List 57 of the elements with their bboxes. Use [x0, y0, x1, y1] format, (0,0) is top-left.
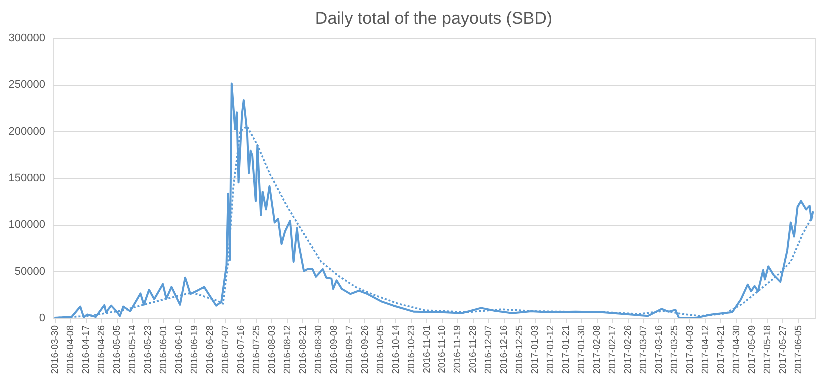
x-tick-label: 2016-08-12 [282, 326, 294, 374]
x-tick-label: 2017-04-03 [684, 326, 696, 374]
x-tick-label: 2016-10-23 [406, 326, 418, 374]
x-tick-label: 2017-03-25 [669, 326, 680, 374]
x-tick-label: 2017-03-16 [654, 326, 665, 374]
x-tick-label: 2016-09-26 [360, 326, 371, 374]
chart-title: Daily total of the payouts (SBD) [315, 9, 553, 28]
x-tick-label: 2016-08-03 [266, 326, 278, 374]
x-tick-label: 2016-04-26 [96, 326, 108, 374]
x-tick-label: 2016-08-30 [313, 326, 324, 374]
y-tick-label: 250000 [8, 79, 46, 92]
x-tick-label: 2016-11-19 [452, 326, 464, 374]
x-tick-label: 2016-05-05 [112, 326, 124, 374]
x-tick-label: 2017-05-09 [746, 326, 758, 374]
x-tick-label: 2016-12-07 [484, 326, 495, 374]
x-tick-label: 2016-07-16 [236, 326, 247, 374]
x-tick-label: 2016-04-08 [66, 326, 77, 374]
x-tick-label: 2016-07-25 [251, 326, 262, 374]
x-tick-label: 2016-06-28 [205, 326, 216, 374]
x-tick-label: 2017-01-03 [530, 326, 542, 374]
x-tick-label: 2017-04-12 [700, 326, 712, 374]
y-tick-label: 200000 [8, 126, 46, 138]
x-tick-label: 2016-12-16 [499, 326, 510, 374]
x-tick-label: 2017-06-05 [793, 326, 804, 374]
x-tick-label: 2016-09-17 [344, 326, 356, 374]
x-tick-label: 2016-04-17 [81, 326, 92, 374]
x-tick-label: 2017-05-18 [762, 326, 774, 374]
x-tick-label: 2016-10-05 [375, 326, 386, 374]
x-tick-label: 2017-05-27 [778, 326, 789, 374]
x-tick-label: 2016-03-30 [50, 326, 62, 374]
x-tick-label: 2017-04-21 [716, 326, 727, 374]
x-tick-label: 2016-05-23 [143, 326, 154, 374]
x-tick-label: 2016-11-10 [437, 326, 448, 374]
x-tick-label: 2016-11-28 [468, 326, 480, 374]
x-tick-label: 2017-03-07 [638, 326, 650, 374]
y-tick-label: 50000 [14, 266, 46, 278]
x-tick-label: 2017-04-30 [731, 326, 742, 374]
x-tick-label: 2016-11-01 [422, 326, 433, 374]
x-tick-label: 2016-05-14 [128, 326, 139, 374]
x-tick-label: 2016-06-01 [158, 326, 170, 374]
x-tick-label: 2016-06-19 [190, 326, 201, 374]
y-tick-label: 150000 [8, 172, 46, 184]
x-tick-label: 2017-01-30 [576, 326, 588, 374]
x-tick-label: 2016-09-08 [328, 326, 340, 374]
x-tick-label: 2017-01-21 [561, 326, 572, 374]
x-tick-label: 2017-02-08 [592, 326, 604, 374]
y-tick-label: 0 [39, 312, 46, 324]
x-tick-label: 2016-12-25 [514, 326, 526, 374]
y-tick-label: 100000 [8, 219, 46, 232]
x-tick-label: 2017-02-26 [623, 326, 634, 374]
x-tick-label: 2016-10-14 [390, 326, 402, 374]
x-tick-label: 2016-06-10 [174, 326, 186, 374]
x-tick-label: 2016-07-07 [220, 326, 232, 374]
y-tick-label: 300000 [8, 32, 46, 44]
x-tick-label: 2016-08-21 [298, 326, 309, 374]
x-tick-label: 2017-01-12 [546, 326, 557, 374]
x-tick-label: 2017-02-17 [608, 326, 619, 374]
